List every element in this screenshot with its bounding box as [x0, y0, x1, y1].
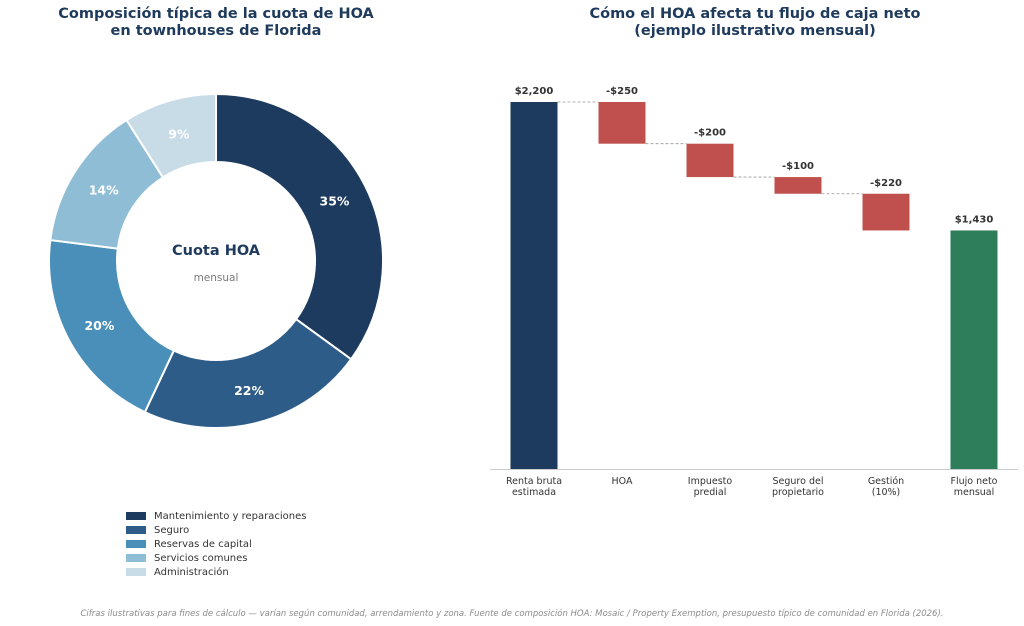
waterfall-chart: $2,200 Renta bruta estimada -$250 HOA -$200 Im…: [490, 86, 1018, 498]
donut-slice: [125, 92, 217, 179]
legend-item: Reservas de capital: [126, 537, 306, 551]
waterfall-bar: [686, 143, 734, 178]
bar-value-label: $2,200: [515, 86, 554, 97]
donut-center-label: Cuota HOA: [172, 243, 261, 259]
donut-slice-label: 22%: [234, 383, 264, 398]
x-tick-label: Seguro del propietario: [772, 476, 824, 498]
waterfall-bar: [774, 177, 822, 194]
x-tick-label: Impuesto predial: [688, 476, 733, 498]
legend-label: Seguro: [154, 524, 190, 536]
legend-swatch: [126, 540, 146, 548]
legend-swatch: [126, 526, 146, 534]
legend-item: Servicios comunes: [126, 551, 306, 565]
waterfall-bar: [598, 102, 646, 144]
legend-label: Reservas de capital: [154, 538, 252, 550]
waterfall-bar: [950, 230, 998, 469]
x-tick-label: Renta bruta estimada: [506, 476, 562, 498]
footnote: Cifras ilustrativas para fines de cálcul…: [80, 609, 944, 619]
bar-value-label: $1,430: [955, 214, 994, 225]
donut-slice-label: 9%: [168, 126, 190, 141]
donut-slice-label: 20%: [84, 318, 114, 333]
donut-chart-title: Composición típica de la cuota de HOA en…: [58, 6, 374, 39]
legend-swatch: [126, 512, 146, 520]
waterfall-bar: [510, 102, 558, 469]
waterfall-chart-title: Cómo el HOA afecta tu flujo de caja neto…: [589, 6, 921, 39]
legend-item: Seguro: [126, 523, 306, 537]
bar-value-label: -$100: [782, 161, 814, 172]
bar-value-label: -$250: [606, 86, 638, 97]
legend-label: Administración: [154, 566, 229, 578]
legend-label: Mantenimiento y reparaciones: [154, 510, 307, 522]
x-tick-label: HOA: [612, 476, 633, 487]
x-tick-label: Gestión (10%): [868, 476, 904, 498]
legend-item: Mantenimiento y reparaciones: [126, 509, 306, 523]
donut-legend: Mantenimiento y reparaciones Seguro Reserv…: [126, 509, 306, 579]
bar-value-label: -$220: [870, 178, 902, 189]
donut-center-sublabel: mensual: [194, 272, 239, 284]
donut-slice: [215, 92, 384, 361]
legend-label: Servicios comunes: [154, 552, 248, 564]
legend-swatch: [126, 554, 146, 562]
legend-swatch: [126, 568, 146, 576]
donut-chart: 35% 22% 20% 14% 9% Cuota HOA mensual: [48, 92, 384, 429]
bar-value-label: -$200: [694, 128, 726, 139]
donut-slice-label: 35%: [320, 194, 350, 209]
legend-item: Administración: [126, 565, 306, 579]
waterfall-bar: [862, 193, 910, 231]
donut-slice: [143, 317, 353, 429]
x-tick-label: Flujo neto mensual: [951, 476, 998, 498]
donut-slice-label: 14%: [89, 183, 119, 198]
